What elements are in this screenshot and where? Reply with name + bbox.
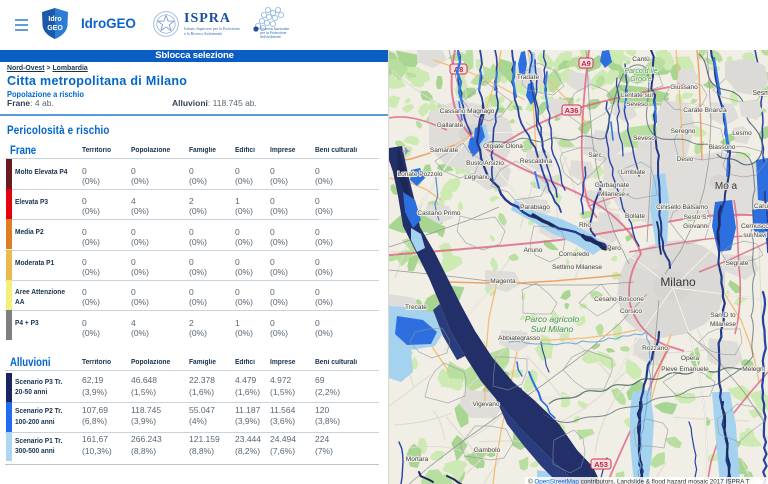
svg-text:Seveso: Seveso bbox=[633, 135, 655, 142]
svg-text:Seregno: Seregno bbox=[671, 128, 696, 135]
svg-text:Desio: Desio bbox=[677, 156, 694, 163]
svg-text:Lonate Pozzolo: Lonate Pozzolo bbox=[398, 171, 443, 178]
svg-text:Tradate: Tradate bbox=[517, 74, 540, 81]
svg-text:Lesmo: Lesmo bbox=[732, 130, 752, 137]
svg-text:Vigevano: Vigevano bbox=[472, 401, 499, 408]
svg-text:Rozzano: Rozzano bbox=[642, 345, 668, 352]
svg-text:Pieve Emanuele: Pieve Emanuele bbox=[661, 366, 709, 373]
svg-text:Milano: Milano bbox=[660, 275, 696, 289]
svg-text:Olgiate Olona: Olgiate Olona bbox=[483, 143, 523, 150]
svg-text:Biassono: Biassono bbox=[709, 144, 736, 151]
svg-text:Arluno: Arluno bbox=[524, 247, 543, 254]
svg-text:Milanese: Milanese bbox=[599, 191, 625, 198]
svg-text:Giovanni: Giovanni bbox=[683, 223, 709, 230]
svg-text:Sesto S.: Sesto S. bbox=[684, 214, 709, 221]
svg-text:Parco d lle: Parco d lle bbox=[624, 68, 657, 75]
svg-text:Sesmo: Sesmo bbox=[753, 90, 768, 97]
svg-text:Settimo Milanese: Settimo Milanese bbox=[552, 264, 602, 271]
svg-text:Cernusco: Cernusco bbox=[741, 223, 768, 230]
svg-text:Opera: Opera bbox=[681, 355, 699, 362]
svg-text:Cassano Magnago: Cassano Magnago bbox=[440, 108, 495, 115]
svg-text:GEO: GEO bbox=[47, 25, 63, 32]
svg-text:Parco agricolo: Parco agricolo bbox=[525, 314, 580, 324]
svg-text:Abbiategrasso: Abbiategrasso bbox=[498, 335, 540, 342]
svg-text:Gallarate: Gallarate bbox=[437, 122, 464, 129]
svg-text:✈: ✈ bbox=[401, 146, 410, 158]
svg-text:Milanese: Milanese bbox=[710, 321, 736, 328]
svg-text:Magenta: Magenta bbox=[490, 278, 516, 285]
svg-text:Seveso: Seveso bbox=[626, 101, 648, 108]
svg-text:Mortara: Mortara bbox=[406, 456, 429, 463]
svg-text:Busto Arsizio: Busto Arsizio bbox=[466, 160, 504, 167]
svg-text:© OpenStreetMap contributors,: © OpenStreetMap contributors, Landslide … bbox=[528, 478, 750, 484]
svg-text:Bollate: Bollate bbox=[625, 213, 645, 220]
svg-text:A36: A36 bbox=[565, 106, 579, 115]
svg-text:Idro: Idro bbox=[48, 16, 61, 23]
svg-text:Pero: Pero bbox=[607, 245, 621, 252]
svg-text:sul Navi: sul Navi bbox=[743, 232, 767, 239]
svg-text:Sud Milano: Sud Milano bbox=[531, 324, 574, 334]
svg-text:Lentate sul: Lentate sul bbox=[621, 92, 653, 99]
svg-text:Melegn: Melegn bbox=[742, 366, 764, 373]
svg-text:Groo e: Groo e bbox=[630, 76, 652, 83]
svg-text:Gambolò: Gambolò bbox=[474, 447, 501, 454]
svg-text:Caru: Caru bbox=[754, 203, 768, 210]
svg-text:Cantù: Cantù bbox=[632, 56, 650, 63]
svg-text:Trecate: Trecate bbox=[405, 304, 427, 311]
svg-text:A53: A53 bbox=[594, 460, 608, 469]
svg-text:Limbiate: Limbiate bbox=[621, 169, 646, 176]
svg-text:Giussano: Giussano bbox=[670, 84, 698, 91]
svg-text:A9: A9 bbox=[581, 59, 591, 68]
svg-text:Cinisello Balsamo: Cinisello Balsamo bbox=[656, 204, 708, 211]
svg-text:San D to: San D to bbox=[710, 312, 736, 319]
svg-text:Segrate: Segrate bbox=[726, 260, 749, 267]
svg-text:Parabiago: Parabiago bbox=[520, 204, 550, 211]
svg-text:Samarate: Samarate bbox=[430, 147, 459, 154]
svg-text:Corsico: Corsico bbox=[620, 308, 642, 315]
svg-text:Garbagnate: Garbagnate bbox=[595, 182, 630, 189]
svg-text:Sarc: Sarc bbox=[588, 152, 602, 159]
svg-text:Mo a: Mo a bbox=[715, 181, 738, 192]
svg-text:Cesano Boscone: Cesano Boscone bbox=[594, 296, 644, 303]
svg-text:Carate Brianza: Carate Brianza bbox=[683, 107, 727, 114]
svg-text:Legnano: Legnano bbox=[464, 174, 490, 181]
svg-text:Rescaldina: Rescaldina bbox=[520, 158, 553, 165]
svg-text:Rho: Rho bbox=[579, 222, 591, 229]
svg-text:Cornaredo: Cornaredo bbox=[559, 251, 590, 258]
svg-text:Castano Primo: Castano Primo bbox=[417, 210, 460, 217]
